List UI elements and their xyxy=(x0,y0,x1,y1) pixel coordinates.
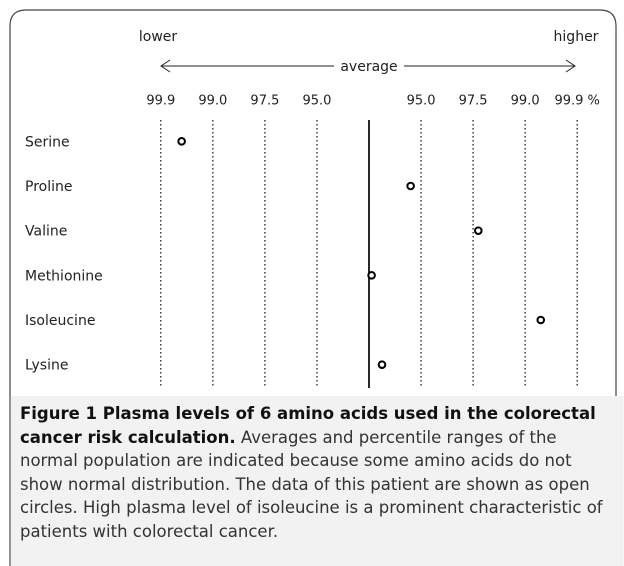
average-label: average xyxy=(340,59,397,75)
y-tick-label: Methionine xyxy=(25,268,103,284)
x-tick-label: 97.5 xyxy=(459,94,488,109)
data-point xyxy=(536,315,546,325)
x-tick-label: 99.9 % xyxy=(554,94,599,109)
x-tick-label: 99.9 xyxy=(146,94,175,109)
higher-label: higher xyxy=(554,29,599,45)
x-tick-label: 97.5 xyxy=(250,94,279,109)
y-tick-label: Lysine xyxy=(25,358,68,374)
caption: Figure 1 Plasma levels of 6 amino acids … xyxy=(20,402,612,543)
arrowhead xyxy=(160,59,171,73)
data-point xyxy=(377,360,387,369)
x-tick-label: 95.0 xyxy=(407,94,436,109)
caption-bg xyxy=(10,396,624,566)
y-tick-label: Serine xyxy=(25,134,70,150)
arrowhead xyxy=(565,59,576,73)
data-point xyxy=(177,137,186,146)
data-point xyxy=(367,271,376,280)
y-tick-label: Isoleucine xyxy=(25,313,95,329)
y-tick-label: Proline xyxy=(25,179,72,195)
caption-title: Figure 1 Plasma levels of 6 amino acids … xyxy=(20,404,596,447)
data-point xyxy=(473,226,483,235)
x-tick-label: 99.0 xyxy=(198,94,227,109)
data-point xyxy=(406,181,415,191)
x-tick-label: 95.0 xyxy=(302,94,331,109)
y-tick-label: Valine xyxy=(25,224,67,240)
caption-text: Averages and percentile ranges of the no… xyxy=(20,427,603,541)
lower-label: lower xyxy=(139,29,178,45)
x-tick-label: 99.0 xyxy=(511,94,540,109)
frame xyxy=(9,9,617,566)
